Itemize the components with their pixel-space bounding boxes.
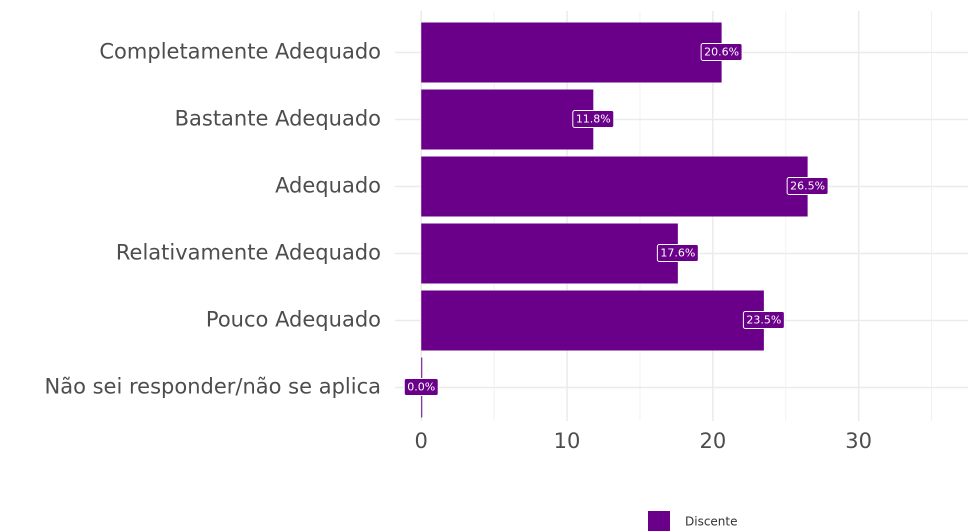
bar	[421, 290, 764, 351]
bar	[421, 223, 678, 284]
value-label-box	[403, 378, 439, 396]
legend-label: Discente	[685, 515, 738, 529]
x-tick-label: 20	[699, 429, 726, 453]
value-label-box	[742, 311, 785, 329]
value-label: 11.8%	[576, 113, 611, 126]
x-tick-label: 10	[554, 429, 581, 453]
value-label-box	[700, 43, 743, 61]
y-tick-label: Relativamente Adequado	[116, 241, 381, 265]
legend-swatch	[648, 511, 670, 531]
bar	[421, 89, 594, 150]
value-label-box	[786, 177, 829, 195]
value-label: 26.5%	[790, 180, 825, 193]
y-tick-label: Bastante Adequado	[175, 107, 381, 131]
y-tick-label: Completamente Adequado	[99, 40, 381, 64]
bar	[421, 22, 722, 83]
value-label: 23.5%	[746, 314, 781, 327]
value-label-box	[656, 244, 699, 262]
y-tick-label: Adequado	[275, 174, 381, 198]
value-label: 17.6%	[660, 247, 695, 260]
y-tick-label: Não sei responder/não se aplica	[45, 375, 381, 399]
bar	[421, 156, 808, 217]
x-tick-label: 0	[415, 429, 428, 453]
x-tick-label: 30	[845, 429, 872, 453]
y-tick-label: Pouco Adequado	[206, 308, 381, 332]
value-label: 0.0%	[407, 381, 435, 394]
value-label-box	[572, 110, 615, 128]
value-label: 20.6%	[704, 46, 739, 59]
